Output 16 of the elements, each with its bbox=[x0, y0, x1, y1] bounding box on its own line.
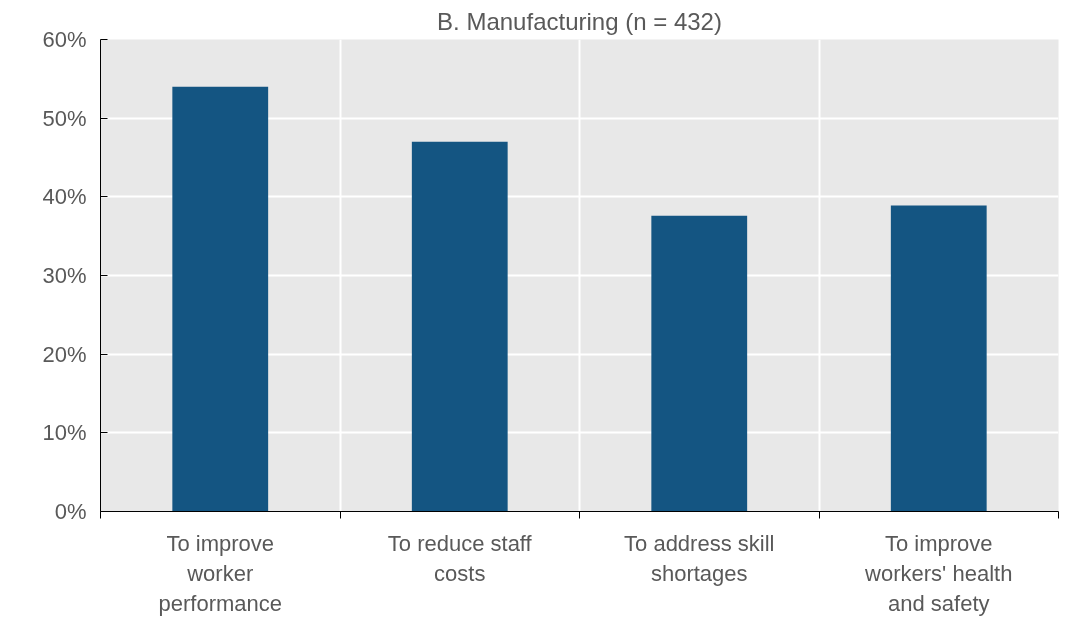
y-tick-label: 40% bbox=[42, 184, 87, 210]
y-tick-label: 10% bbox=[42, 420, 87, 446]
bar bbox=[890, 205, 987, 512]
bar bbox=[651, 215, 748, 512]
chart-title: B. Manufacturing (n = 432) bbox=[437, 7, 722, 35]
y-tick-label: 60% bbox=[42, 27, 87, 52]
x-tick-label: To improve worker performance bbox=[158, 530, 283, 616]
y-tick-label: 50% bbox=[42, 105, 87, 131]
y-tick-label: 30% bbox=[42, 263, 87, 288]
y-tick-label: 0% bbox=[54, 499, 87, 524]
y-tick-label: 20% bbox=[42, 341, 87, 367]
bar bbox=[411, 141, 508, 512]
x-tick-label: To address skill shortages bbox=[624, 530, 775, 586]
x-tick-label: To reduce staff costs bbox=[387, 530, 533, 586]
bar bbox=[172, 86, 269, 512]
x-tick-label: To improve workers' health and safety bbox=[864, 530, 1013, 616]
